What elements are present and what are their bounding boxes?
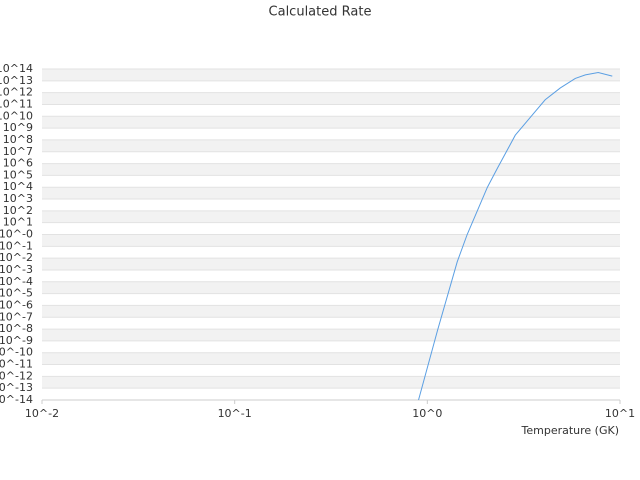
grid-band	[42, 210, 620, 223]
y-tick-label: 10^-2	[0, 251, 33, 264]
y-tick-label: 10^-12	[0, 369, 33, 382]
grid-band	[42, 163, 620, 176]
y-tick-label: 10^-13	[0, 381, 33, 394]
y-tick-label: 10^-6	[0, 298, 33, 311]
y-tick-label: 10^-9	[0, 334, 33, 347]
y-tick-label: 10^4	[3, 180, 33, 193]
y-tick-label: 10^5	[3, 168, 33, 181]
y-tick-label: 10^13	[0, 74, 33, 87]
y-tick-label: 10^3	[3, 192, 33, 205]
y-tick-label: 10^6	[3, 157, 33, 170]
y-tick-label: 10^-10	[0, 346, 33, 359]
grid-band	[42, 69, 620, 81]
y-tick-label: 10^10	[0, 109, 33, 122]
y-tick-label: 10^-4	[0, 275, 33, 288]
grid-band	[42, 258, 620, 270]
grid-band	[42, 329, 620, 341]
y-tick-label: 10^9	[3, 121, 33, 134]
x-tick-label: 10^1	[605, 407, 635, 420]
y-tick-label: 10^1	[3, 216, 33, 229]
y-tick-label: 10^-3	[0, 263, 33, 276]
y-tick-label: 10^-11	[0, 358, 33, 371]
y-tick-label: 10^-0	[0, 228, 33, 241]
y-tick-label: 10^7	[3, 145, 33, 158]
x-axis-label: Temperature (GK)	[521, 424, 620, 437]
y-tick-label: 10^-7	[0, 310, 33, 323]
grid-band	[42, 234, 620, 247]
grid-band	[42, 187, 620, 200]
grid-band	[42, 92, 620, 105]
grid-band	[42, 116, 620, 129]
x-tick-label: 10^0	[412, 407, 442, 420]
x-tick-label: 10^-1	[218, 407, 252, 420]
x-tick-label: 10^-2	[25, 407, 59, 420]
y-tick-label: 10^-14	[0, 393, 33, 406]
chart-title: Calculated Rate	[269, 5, 372, 20]
line-series	[418, 72, 613, 401]
grid-band	[42, 305, 620, 318]
y-tick-label: 10^14	[0, 62, 33, 75]
y-tick-label: 10^-5	[0, 287, 33, 300]
y-tick-label: 10^12	[0, 86, 33, 99]
grid-band	[42, 281, 620, 294]
y-tick-label: 10^8	[3, 133, 33, 146]
grid-band	[42, 139, 620, 152]
y-tick-label: 10^2	[3, 204, 33, 217]
grid-band	[42, 352, 620, 365]
y-tick-label: 10^-8	[0, 322, 33, 335]
y-tick-label: 10^-1	[0, 239, 33, 252]
y-tick-label: 10^11	[0, 97, 33, 110]
grid-band	[42, 376, 620, 389]
